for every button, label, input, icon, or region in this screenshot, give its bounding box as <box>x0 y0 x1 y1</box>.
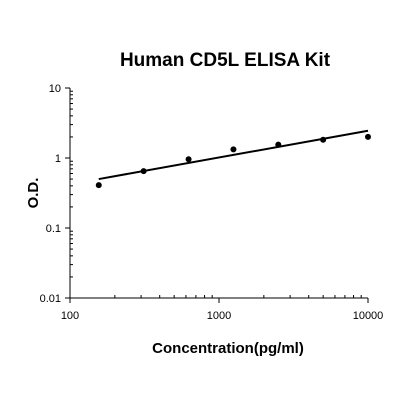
data-point <box>140 168 147 175</box>
data-point <box>230 146 237 153</box>
x-tick-label: 100 <box>61 310 79 322</box>
data-point <box>185 156 192 163</box>
data-point <box>365 133 371 140</box>
data-points <box>95 133 371 189</box>
fit-line <box>98 129 369 181</box>
y-tick-labels: 0.01 0.1 1 10 <box>40 83 61 305</box>
y-tick-label: 1 <box>55 153 61 165</box>
y-ticks <box>65 87 73 299</box>
x-ticks <box>69 295 369 303</box>
y-tick-label: 0.1 <box>46 223 61 235</box>
chart-title: Human CD5L ELISA Kit <box>120 50 331 71</box>
data-point <box>320 136 327 143</box>
data-point <box>275 141 282 148</box>
plot-area: 0.01 0.1 1 10 100 1000 10000 <box>40 83 384 322</box>
x-tick-label: 1000 <box>207 310 231 322</box>
x-tick-labels: 100 1000 10000 <box>61 310 383 322</box>
y-tick-label: 10 <box>49 83 61 95</box>
data-point <box>95 182 102 189</box>
y-tick-label: 0.01 <box>40 293 61 305</box>
y-axis-title: O.D. <box>25 178 42 209</box>
x-tick-label: 10000 <box>353 310 384 322</box>
x-axis-title: Concentration(pg/ml) <box>152 340 304 357</box>
